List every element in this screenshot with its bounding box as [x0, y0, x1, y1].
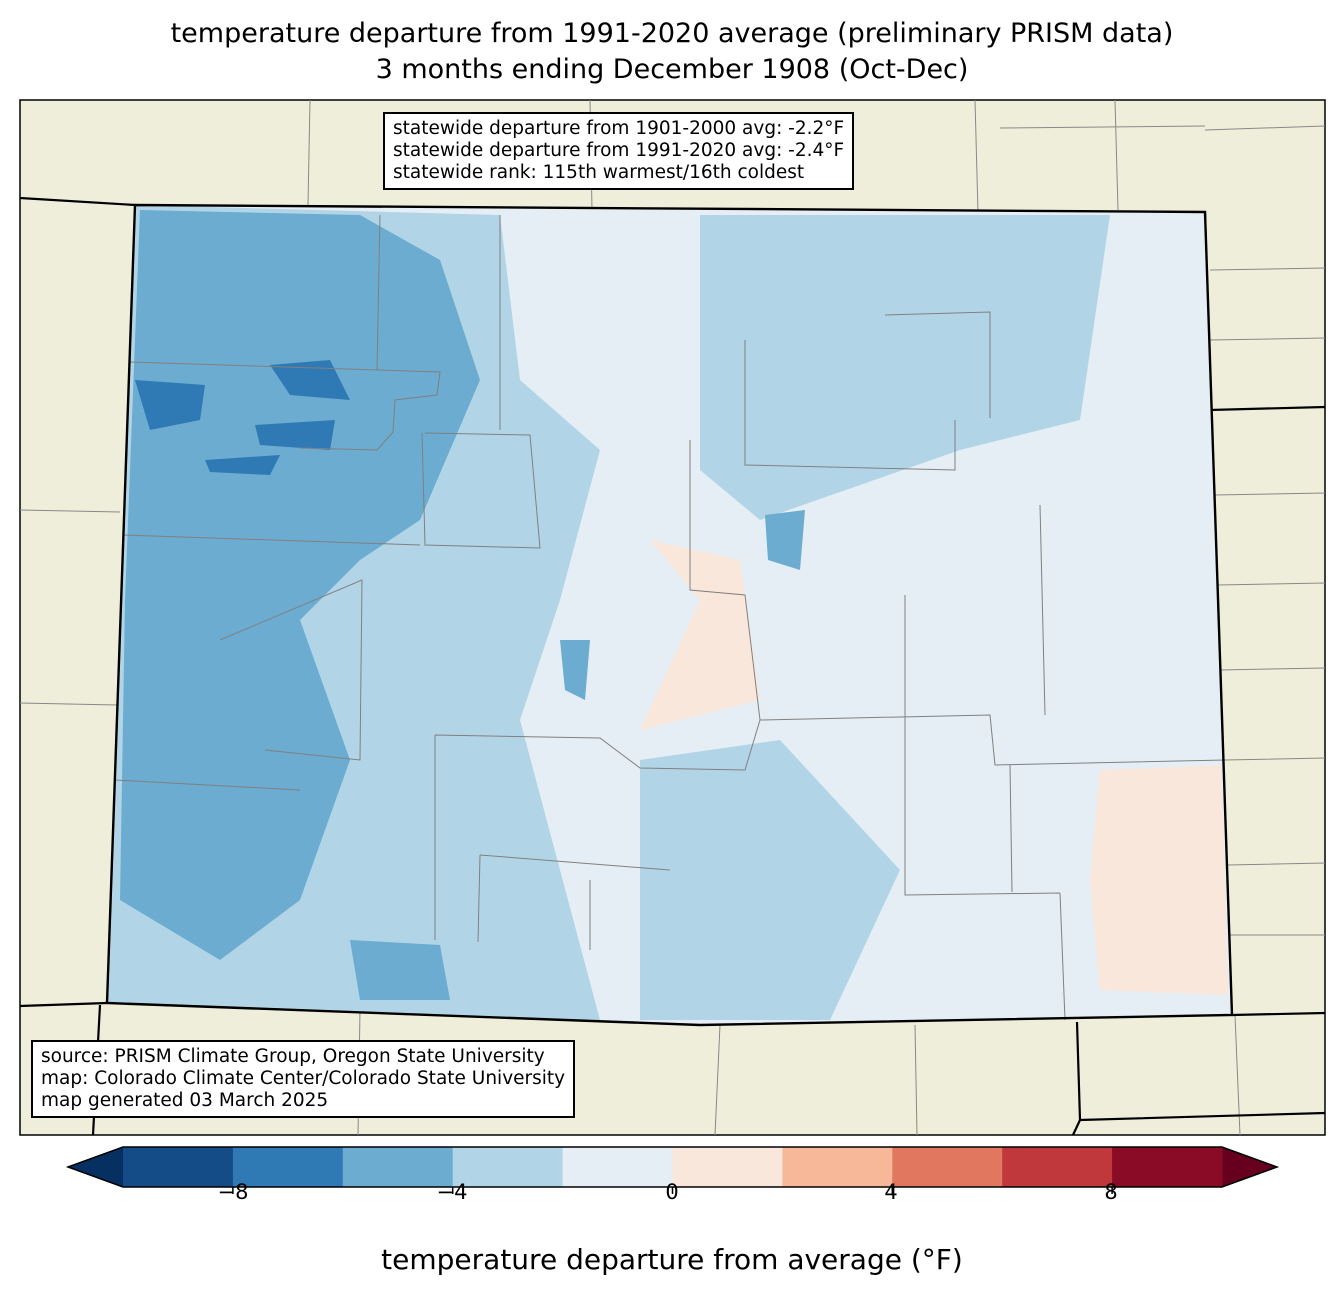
colorbar-bin — [892, 1147, 1003, 1187]
stat-rank: statewide rank: 115th warmest/16th colde… — [393, 162, 805, 183]
colorbar-tick-label: 8 — [1104, 1180, 1118, 1204]
field-minus2-to-minus4-south — [640, 740, 900, 1020]
colorbar-tick-label: −8 — [217, 1180, 249, 1204]
generated-date-line: map generated 03 March 2025 — [41, 1090, 329, 1111]
colorbar-bin — [1112, 1147, 1223, 1187]
colorbar-outline — [65, 1146, 1280, 1188]
map-title: temperature departure from 1991-2020 ave… — [170, 18, 1174, 49]
colorado-border — [105, 203, 1234, 1027]
colorbar-label: temperature departure from average (°F) — [381, 1243, 963, 1276]
colorbar-bin — [782, 1147, 893, 1187]
colorbar-bin — [1002, 1147, 1113, 1187]
map-credit-line: map: Colorado Climate Center/Colorado St… — [41, 1068, 566, 1089]
field-minus2-to-minus4-north — [700, 215, 1110, 520]
field-0-to-2-southeast — [1090, 765, 1228, 995]
colorbar-tick-label: −4 — [436, 1180, 468, 1204]
colorbar-tick-label: 4 — [884, 1180, 898, 1204]
field-0-to-2-central — [640, 540, 760, 730]
colorbar-bin — [123, 1147, 234, 1187]
stat-departure-1991-2020: statewide departure from 1991-2020 avg: … — [393, 140, 845, 161]
colorbar-bin — [562, 1147, 673, 1187]
colorbar-bin — [452, 1147, 564, 1187]
colorbar-bin — [342, 1147, 454, 1187]
map-subtitle: 3 months ending December 1908 (Oct-Dec) — [375, 54, 969, 85]
colorbar-extend-low — [68, 1147, 123, 1187]
county-lines — [114, 214, 1226, 1021]
source-box: source: PRISM Climate Group, Oregon Stat… — [31, 1040, 576, 1118]
colorbar-tick-label: 0 — [665, 1180, 679, 1204]
statewide-stats-box: statewide departure from 1901-2000 avg: … — [383, 112, 855, 190]
neighbor-county-lines — [19, 99, 1326, 1136]
stat-departure-1901-2000: statewide departure from 1901-2000 avg: … — [393, 118, 845, 139]
colorbar-extend-high — [1222, 1147, 1277, 1187]
colorbar-bin — [232, 1147, 344, 1187]
source-line: source: PRISM Climate Group, Oregon Stat… — [41, 1046, 545, 1067]
field-minus4-to-minus6 — [120, 210, 480, 960]
temperature-field — [107, 205, 1232, 1025]
colorbar — [65, 1146, 1280, 1194]
colorbar-bin — [672, 1147, 783, 1187]
field-minus6-to-minus8 — [135, 360, 350, 475]
